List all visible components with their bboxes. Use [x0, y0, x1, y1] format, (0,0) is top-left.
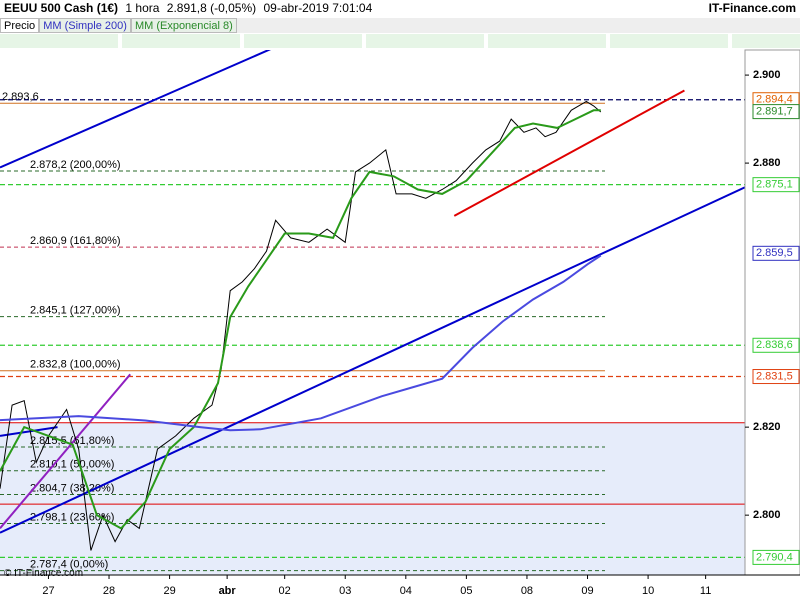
- trend-line: [0, 426, 58, 437]
- level-label: 2.832,8 (100,00%): [30, 359, 121, 371]
- plot: 2.893,6 2.878,2 (200,00%) 2.860,9 (161,80%…: [0, 50, 745, 575]
- price-tag-label: 2.894,4: [756, 94, 793, 106]
- indicator[interactable]: MM (Simple 200): [39, 18, 131, 33]
- level-label: 2.878,2 (200,00%): [30, 159, 121, 171]
- footer: © IT-Finance.com: [4, 568, 84, 579]
- level-label: 2.860,9 (161,80%): [30, 235, 121, 247]
- trend-line: [0, 373, 131, 529]
- price-tag-label: 2.891,7: [756, 106, 793, 118]
- series-line: [0, 109, 601, 530]
- series-line: [0, 100, 602, 551]
- toolbar-row: [0, 34, 800, 48]
- x-tick-label: 11: [700, 585, 711, 597]
- x-tick-label: 02: [279, 585, 291, 597]
- zone: [0, 422, 745, 575]
- period: 1 hora: [125, 1, 160, 15]
- level-label: 2.798,1 (23,60%): [30, 511, 114, 523]
- x-tick-label: 03: [339, 585, 351, 597]
- quote: 2.891,8 (-0,05%): [166, 1, 257, 15]
- level-label: 2.804,7 (38,20%): [30, 482, 114, 494]
- price-tag: [752, 549, 800, 565]
- x-tick-label: 05: [460, 585, 472, 597]
- x-tick-label: 28: [103, 585, 115, 597]
- price-tag-label: 2.831,5: [756, 370, 793, 382]
- indicator[interactable]: Precio: [0, 18, 40, 33]
- price-tag-label: 2.790,4: [756, 551, 793, 563]
- level-label: 2.845,1 (127,00%): [30, 305, 121, 317]
- indicator-bar: Precio MM (Simple 200) MM (Exponencial 8…: [0, 18, 800, 33]
- trend-line: [0, 186, 745, 534]
- price-tag-label: 2.838,6: [756, 339, 793, 351]
- level-label: 2.787,4 (0,00%): [30, 559, 108, 571]
- y-tick-label: 2.900: [753, 69, 781, 81]
- price-tag-label: 2.875,1: [756, 179, 793, 191]
- trend-line: [0, 50, 272, 169]
- x-tick-label: 10: [642, 585, 654, 597]
- header: EEUU 500 Cash (1€) 1 hora 2.891,8 (-0,05…: [0, 0, 800, 17]
- brand: IT-Finance.com: [708, 1, 796, 15]
- y-axis-bg: [744, 49, 800, 576]
- y-tick-label: 2.880: [753, 157, 781, 169]
- price-tag: [752, 177, 800, 193]
- y-tick-label: 2.820: [753, 421, 781, 433]
- price-tag: [752, 337, 800, 353]
- title: EEUU 500 Cash (1€): [4, 1, 119, 15]
- series-line: [0, 254, 602, 432]
- y-tick-label: 2.800: [753, 509, 781, 521]
- x-tick-label: 09: [581, 585, 593, 597]
- x-tick-label: 08: [521, 585, 533, 597]
- price-tag: [752, 369, 800, 385]
- level-label: 2.893,6: [2, 91, 39, 103]
- trend-line: [453, 89, 685, 217]
- price-tag-label: 2.859,5: [756, 247, 793, 259]
- price-tag: [752, 245, 800, 261]
- indicator[interactable]: MM (Exponencial 8): [130, 18, 237, 33]
- price-tag: [752, 104, 800, 120]
- datetime: 09-abr-2019 7:01:04: [263, 1, 373, 15]
- x-tick-label: 29: [163, 585, 175, 597]
- x-tick-label: abr: [219, 585, 237, 597]
- x-tick-label: 04: [400, 585, 412, 597]
- x-tick-label: 27: [42, 585, 54, 597]
- level-label: 2.810,1 (50,00%): [30, 459, 114, 471]
